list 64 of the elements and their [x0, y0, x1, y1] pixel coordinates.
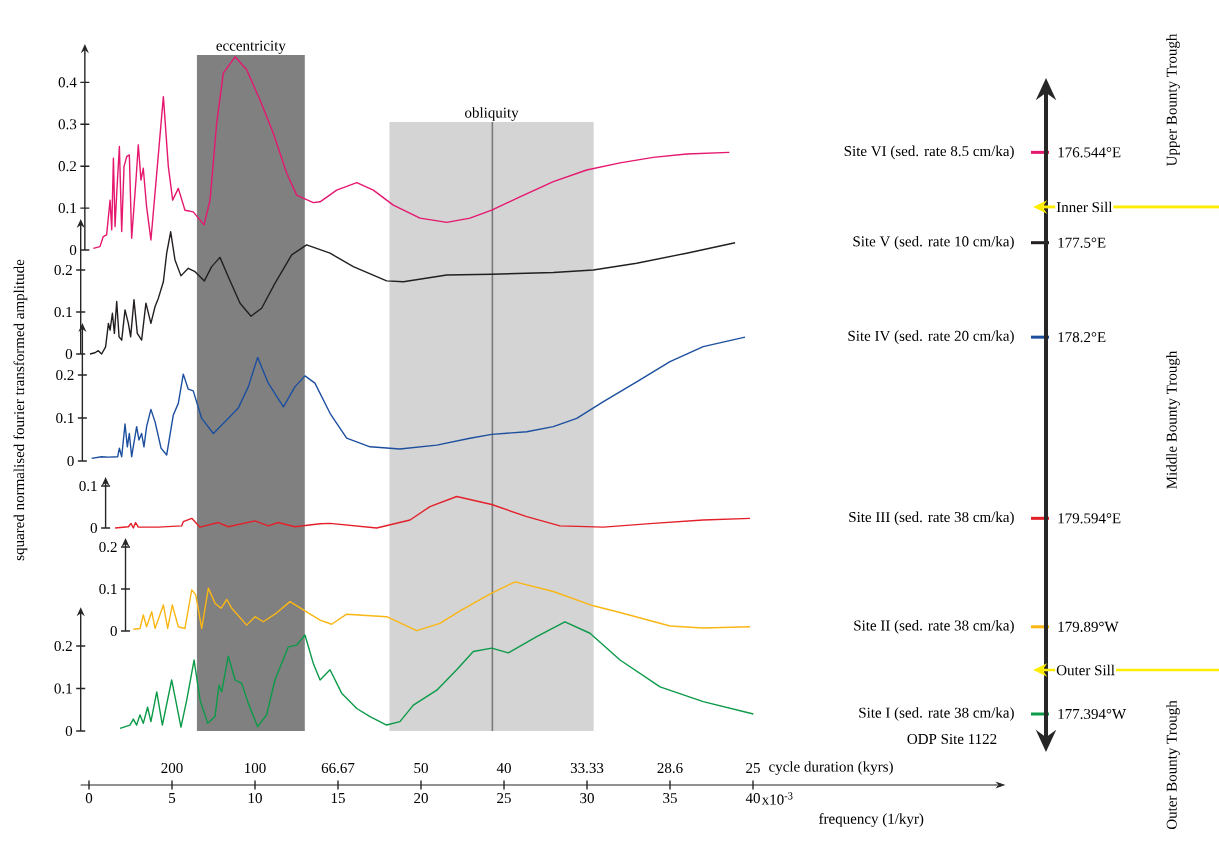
- text: 178.2°E: [1058, 332, 1106, 343]
- text: 25: [746, 762, 760, 774]
- line-series: [132, 581, 751, 632]
- text: x10$^{-3}$: [761, 792, 793, 805]
- text: Outer Sill: [1056, 664, 1115, 676]
- x-tick-label: 25: [497, 793, 511, 804]
- y-tick-label: 0: [65, 348, 73, 360]
- y-tick-label: 0: [67, 455, 74, 467]
- x-tick-label: 20: [414, 793, 428, 804]
- legend-label: Site IV (sed. rate 20 cm/ka): [848, 330, 1014, 344]
- text: 28.6: [657, 762, 683, 774]
- line-series: [114, 495, 751, 529]
- y-tick-label: 0.2: [56, 369, 74, 381]
- y-tick-label: 0.2: [54, 264, 72, 276]
- text: Middle Bounty Trough: [1166, 350, 1180, 489]
- y-tick-label: 0.1: [58, 203, 76, 214]
- text: 179.594°E: [1058, 513, 1121, 524]
- y-tick-label: 0.4: [58, 77, 77, 88]
- text: cycle duration (kyrs): [769, 761, 893, 775]
- x-axis-title: frequency (1/kyr): [819, 813, 924, 827]
- text: Outer Bounty Trough: [1166, 700, 1180, 830]
- x-tick-label: 5: [169, 793, 176, 803]
- y-tick-label: 0.1: [54, 306, 72, 318]
- text: 50: [414, 762, 428, 774]
- y-tick-label: 0.1: [56, 412, 74, 424]
- y-tick-label: 0.2: [58, 161, 76, 172]
- line-series: [89, 231, 736, 355]
- legend-label: Site II (sed. rate 38 cm/ka): [854, 620, 1014, 634]
- line-series: [90, 336, 746, 460]
- y-tick-label: 0: [65, 725, 73, 737]
- legend-label: Site VI (sed. rate 8.5 cm/ka): [844, 145, 1014, 160]
- x-tick-label: 35: [663, 793, 677, 804]
- x-tick-label: 10: [248, 793, 262, 804]
- y-tick-label: 0.3: [58, 119, 77, 130]
- text: 33.33: [570, 762, 604, 774]
- text: ODP Site 1122: [907, 733, 997, 745]
- x-tick-label: 15: [331, 793, 345, 804]
- text: 100: [245, 762, 266, 774]
- text: 176.544°E: [1058, 147, 1121, 158]
- y-tick-label: 0.1: [99, 583, 117, 595]
- x-tick-label: 30: [580, 793, 594, 804]
- band-label: eccentricity: [216, 40, 286, 54]
- line-series: [92, 56, 730, 250]
- text: Inner Sill: [1056, 201, 1113, 213]
- text: 66.67: [321, 762, 355, 774]
- legend-label: Site III (sed. rate 38 cm/ka): [849, 511, 1014, 526]
- text: Upper Bounty Trough: [1166, 33, 1180, 167]
- text: 200: [161, 762, 183, 774]
- legend-label: Site I (sed. rate 38 cm/ka): [859, 707, 1014, 721]
- text: 177.5°E: [1058, 237, 1106, 248]
- y-axis-title: squared normalised fourier transformed amplitude: [13, 259, 28, 561]
- y-tick-label: 0.2: [99, 541, 117, 553]
- y-tick-label: 0.2: [54, 640, 72, 652]
- x-tick-label: 40: [745, 793, 760, 804]
- text: 40: [496, 762, 511, 774]
- y-tick-label: 0.1: [79, 480, 97, 492]
- band-label: obliquity: [465, 107, 519, 121]
- text: 179.89°W: [1058, 621, 1119, 632]
- y-tick-label: 0: [110, 625, 117, 637]
- y-tick-label: 0: [69, 244, 77, 256]
- text: 177.394°W: [1058, 708, 1127, 720]
- line-series: [119, 621, 755, 730]
- legend-label: Site V (sed. rate 10 cm/ka): [853, 235, 1014, 250]
- y-tick-label: 0.1: [54, 683, 72, 694]
